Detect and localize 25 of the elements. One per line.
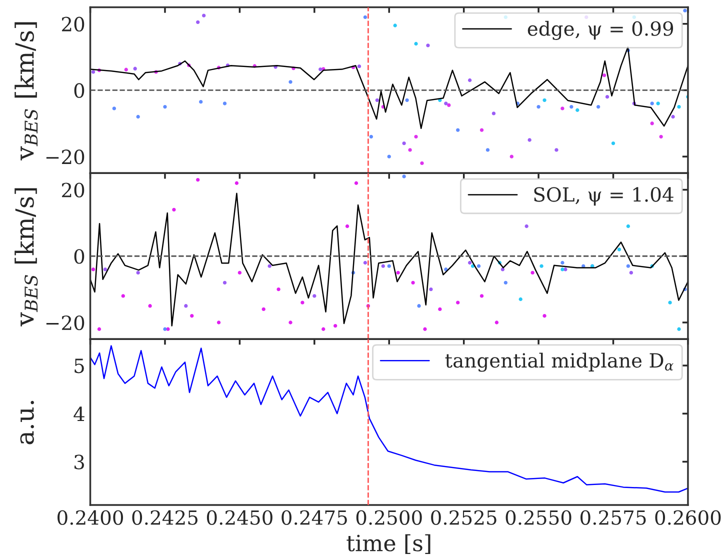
y-axis-title: a.u. bbox=[20, 400, 34, 444]
y-tick-label: 20 bbox=[62, 182, 84, 198]
y-tick-label: 20 bbox=[62, 16, 84, 32]
x-tick-label: 0.2575 bbox=[580, 510, 646, 525]
x-tick-label: 0.2500 bbox=[356, 510, 422, 525]
x-tick-label: 0.2475 bbox=[282, 510, 347, 525]
y-tick-label: −20 bbox=[46, 315, 84, 330]
x-axis-title: time [s] bbox=[346, 534, 430, 554]
y-tick-label: 3 bbox=[74, 454, 84, 470]
x-tick-label: 0.2450 bbox=[206, 510, 272, 525]
x-tick-label: 0.2525 bbox=[431, 510, 496, 525]
legend-label: edge, ψ = 0.99 bbox=[528, 20, 674, 40]
x-tick-label: 0.2425 bbox=[132, 510, 198, 525]
legend-label: tangential midplane D$_{α}$ bbox=[445, 352, 674, 372]
x-tick-label: 0.2400 bbox=[58, 510, 123, 525]
x-tick-label: 0.2550 bbox=[506, 510, 572, 525]
y-axis-title: v$_{BES}$ [km/s] bbox=[14, 188, 38, 326]
x-tick-label: 0.2600 bbox=[655, 510, 721, 525]
y-tick-label: 4 bbox=[74, 406, 84, 422]
y-tick-label: 5 bbox=[74, 358, 84, 374]
y-tick-label: 0 bbox=[74, 83, 84, 98]
y-tick-label: 0 bbox=[74, 249, 84, 264]
legend-label: SOL, ψ = 1.04 bbox=[534, 187, 674, 206]
y-tick-label: −20 bbox=[46, 150, 84, 164]
y-axis-title: v$_{BES}$ [km/s] bbox=[14, 22, 38, 160]
